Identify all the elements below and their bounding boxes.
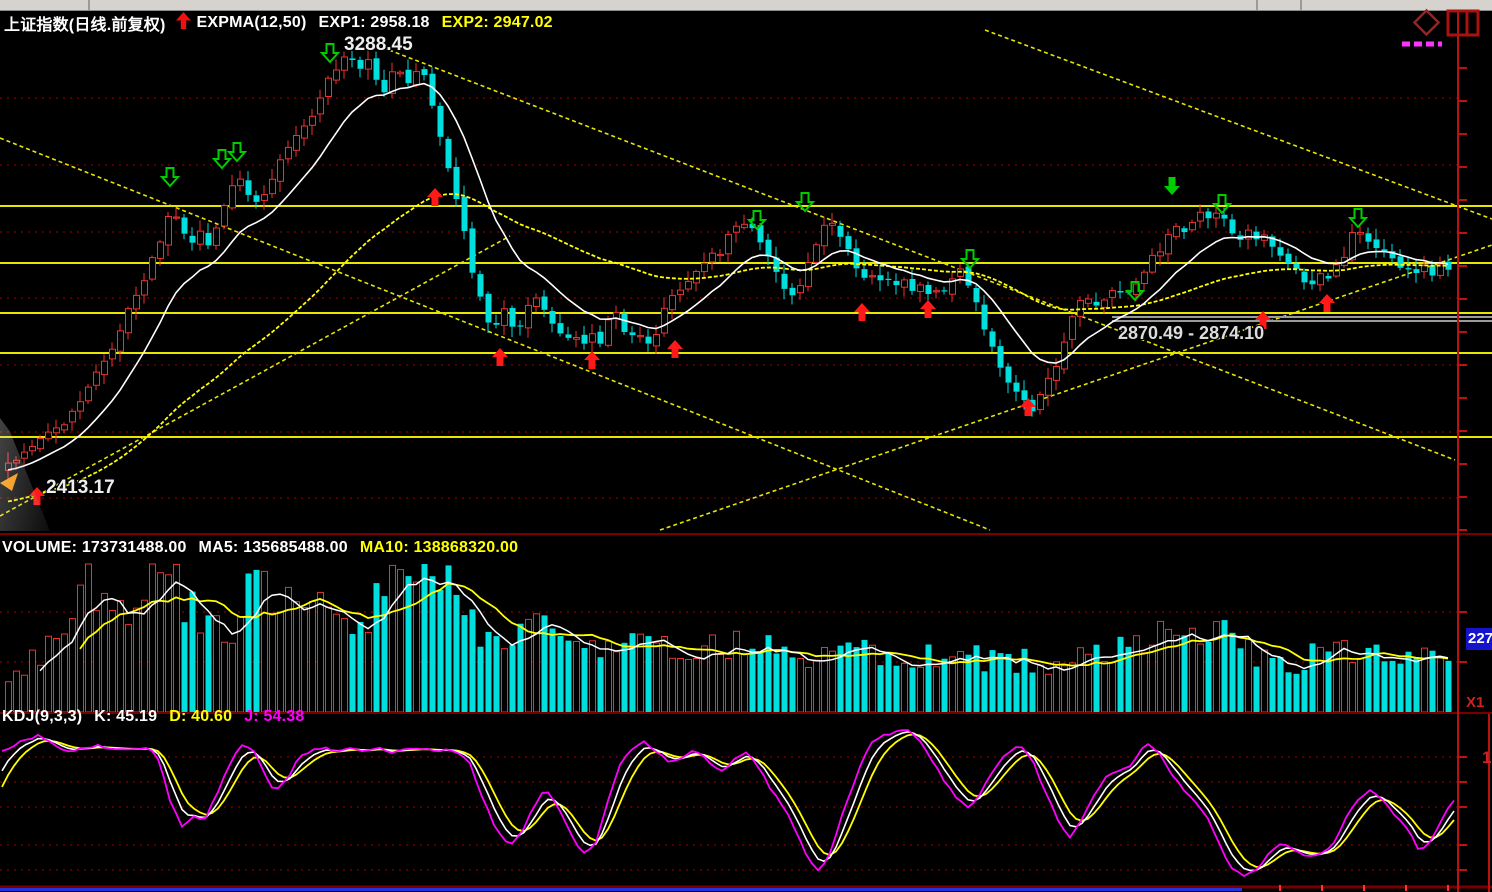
kdj-axis-partial-label: 1 (1482, 748, 1492, 767)
volume-ma10-line (79, 582, 1449, 667)
exp2-value: EXP2: 2947.02 (441, 14, 553, 31)
volume-ma10-value: MA10: 138868320.00 (359, 539, 519, 556)
kdj-gridlines (0, 756, 1458, 871)
kdj-k-line (1, 730, 1455, 872)
volume-ma5-line (39, 577, 1449, 672)
horizontal-levels (0, 205, 1492, 438)
volume-axis-x1-label: X1 (1466, 694, 1485, 711)
split-window-icon[interactable] (1446, 8, 1482, 43)
kdj-d-value: D: 40.60 (169, 708, 233, 725)
up-arrow-icon (175, 12, 191, 34)
kdj-header: KDJ(9,3,3) K: 45.19 D: 40.60 J: 54.38 (2, 708, 305, 726)
orange-marker (0, 473, 18, 491)
volume-value: VOLUME: 173731488.00 (2, 539, 187, 556)
symbol-title: 上证指数(日线.前复权) (4, 17, 166, 34)
peak-price-label: 3288.45 (344, 34, 413, 55)
pane-borders (0, 10, 1492, 892)
kdj-k-value: K: 45.19 (94, 708, 158, 725)
candlesticks (5, 49, 1452, 479)
kdj-indicator-label: KDJ(9,3,3) (2, 708, 83, 725)
sell-signal-arrows (159, 43, 1369, 302)
ema-slow-line (7, 193, 1449, 503)
main-gridlines (0, 97, 1458, 499)
bottom-scroll-indicator[interactable] (0, 885, 1449, 891)
main-chart-header: 上证指数(日线.前复权) EXPMA(12,50) EXP1: 2958.18 … (4, 11, 553, 35)
kdj-j-value: J: 54.38 (244, 708, 305, 725)
kdj-d-line (1, 733, 1455, 868)
price-range-label: 2870.49 - 2874.10 (1118, 323, 1265, 343)
exp1-value: EXP1: 2958.18 (318, 14, 430, 31)
kdj-j-line (1, 729, 1455, 878)
strip-divider (1300, 0, 1302, 10)
trendlines (0, 29, 1492, 531)
volume-header: VOLUME: 173731488.00 MA5: 135685488.00 M… (2, 539, 518, 557)
strip-divider (88, 0, 90, 10)
strip-divider (1256, 0, 1258, 10)
ema-fast-line (7, 82, 1449, 471)
magenta-dash-marker (1402, 35, 1446, 53)
low-price-label: 2413.17 (46, 477, 115, 498)
window-top-strip (0, 0, 1492, 11)
volume-axis-badge: 227 (1466, 628, 1492, 650)
buy-signal-arrows (29, 188, 1335, 505)
expma-indicator-label: EXPMA(12,50) (196, 14, 307, 31)
volume-ma5-value: MA5: 135685488.00 (198, 539, 348, 556)
volume-bars (5, 49, 1452, 713)
gray-price-line (1112, 316, 1492, 322)
diamond-icon[interactable] (1408, 4, 1444, 45)
